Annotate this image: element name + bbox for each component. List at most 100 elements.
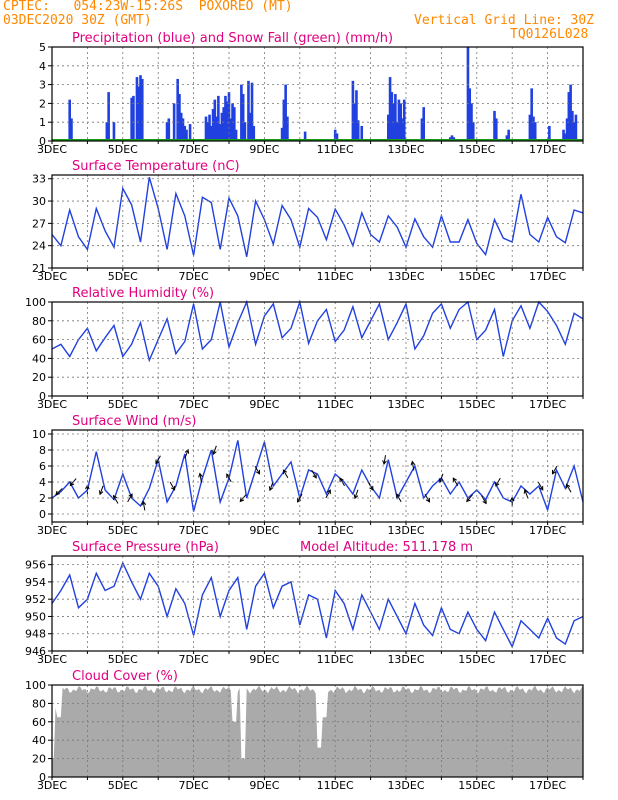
precip-bar [112,122,116,141]
y-tick-label: 100 [25,679,46,692]
wind-arrow-head [482,499,487,505]
wind-arrow [466,494,473,503]
precip-bar [247,80,250,141]
x-tick-label: 9DEC [249,143,279,156]
y-tick-label: 948 [25,628,46,641]
x-tick-label: 9DEC [249,779,279,792]
precip-bar [181,118,185,141]
wind-arrow-head [255,469,261,475]
precip-bar [574,114,578,141]
wind-arrow-head [509,496,515,502]
precip-bar [533,122,537,141]
wind-arrow-shaft [199,473,202,483]
wind-arrow [212,445,217,456]
y-tick-label: 10 [32,428,46,441]
precip-bar [220,112,224,141]
precip-bar [388,77,392,141]
precip-bar [493,110,496,141]
x-tick-label: 5DEC [108,779,138,792]
wind-arrow-head [438,478,444,484]
wind-arrow [141,500,147,511]
wind-arrow [282,469,289,479]
x-tick-label: 7DEC [179,653,209,666]
x-tick-label: 17DEC [529,653,566,666]
wind-arrow [382,455,387,466]
y-tick-label: 946 [25,645,46,658]
precip-bar [420,118,424,141]
precip-bar [137,86,141,141]
x-tick-label: 11DEC [317,779,354,792]
wind-arrow-shaft [311,469,317,479]
precip-bar [470,103,473,141]
wind-arrow-shaft [282,469,289,479]
y-tick-label: 950 [25,610,46,623]
precip-bar [565,118,569,141]
precip-bar [505,135,509,141]
y-tick-label: 2 [39,97,46,110]
precip-bar [188,124,192,141]
y-tick-label: 956 [25,559,46,572]
panel-title-3: Surface Wind (m/s) [72,414,196,429]
x-tick-label: 15DEC [458,398,495,411]
precip-bar [532,116,535,141]
precip-bar [280,127,284,141]
y-tick-label: 40 [32,734,46,747]
precip-bar [165,122,169,141]
precip-bar [233,107,236,141]
precip-bar [548,125,551,141]
panel-frame-1 [51,174,584,269]
precip-bar [222,107,225,141]
wind-arrow-shaft [127,493,133,503]
precip-bar [571,110,574,141]
x-tick-label: 3DEC [37,524,67,537]
precip-bar [303,131,307,141]
precip-bar [240,84,243,141]
precip-bar [68,99,71,141]
panel-title-1: Surface Temperature (nC) [72,159,240,174]
wind-arrow-shaft [269,481,274,491]
y-tick-label: 4 [39,60,46,73]
y-tick-label: 24 [32,240,46,253]
precip-bar [252,125,256,141]
wind-arrow-head [141,500,147,506]
wind-arrow-shaft [99,485,104,495]
precip-bar [70,118,73,141]
precip-bar [353,103,356,141]
precip-bar [224,95,227,141]
panel-frame-4 [51,555,584,652]
precip-bar [494,118,498,141]
precip-bar [250,82,254,141]
y-tick-label: 6 [39,460,46,473]
wind-arrow-shaft [254,465,261,475]
precip-bar [243,122,247,141]
wind-arrow-shaft [551,465,558,475]
precip-bar [562,129,565,141]
x-tick-label: 11DEC [317,270,354,283]
wind-arrow-head [55,490,60,496]
precip-bar [130,97,133,141]
x-tick-label: 17DEC [529,143,566,156]
y-tick-label: 1 [39,116,46,129]
wind-arrow-head [539,485,544,491]
wind-arrow-head [382,460,387,466]
x-tick-label: 15DEC [458,653,495,666]
precip-bar [395,122,399,141]
wind-arrow-head [410,460,416,466]
model-altitude-label: Model Altitude: 511.178 m [300,540,473,555]
wind-arrow [523,488,529,499]
precip-bar [572,122,576,141]
header-line-1: CPTEC: 054:23W-15:26S POXOREO (MT) [3,0,293,14]
wind-arrow [452,477,459,487]
precip-bar [507,129,510,141]
wind-arrow-head [551,469,557,475]
precip-bar [450,135,454,141]
precip-bar [284,84,287,141]
x-tick-label: 13DEC [387,143,424,156]
wind-arrow-head [198,472,203,478]
header-grid-note: Vertical Grid Line: 30Z [414,13,595,28]
wind-arrow-shaft [184,449,189,459]
precip-bar [132,95,135,141]
x-tick-label: 17DEC [529,524,566,537]
precip-bar [179,112,183,141]
